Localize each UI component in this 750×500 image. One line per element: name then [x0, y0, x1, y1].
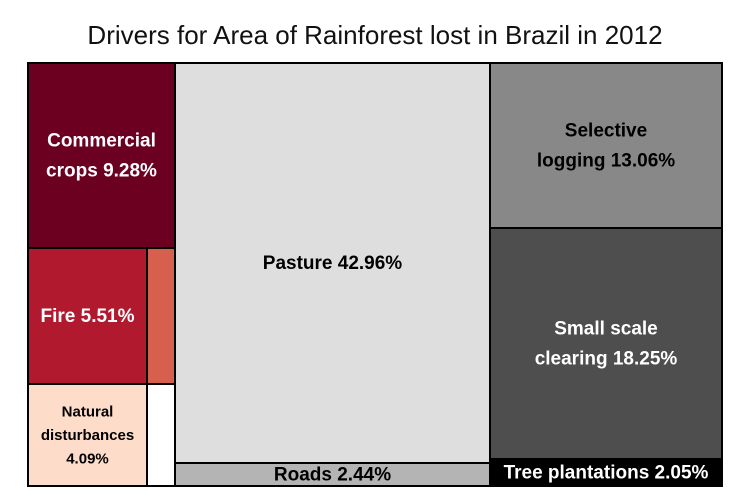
label-line: Roads 2.44%	[274, 464, 391, 485]
tile-pasture	[174, 62, 491, 464]
label-selective-logging: Selective logging 13.06%	[537, 120, 675, 171]
label-pasture: Pasture 42.96%	[263, 253, 403, 274]
label-line: Selective	[565, 120, 647, 141]
tile-fire	[27, 247, 148, 385]
label-line: crops 9.28%	[46, 160, 157, 181]
label-small-scale-clearing: Small scale clearing 18.25%	[535, 318, 678, 369]
label-commercial-crops: Commercial crops 9.28%	[46, 130, 157, 181]
label-fire: Fire 5.51%	[41, 306, 135, 327]
label-line: disturbances	[41, 427, 134, 444]
label-line: clearing 18.25%	[535, 348, 678, 369]
chart-title: Drivers for Area of Rainforest lost in B…	[87, 20, 663, 50]
label-roads: Roads 2.44%	[274, 464, 391, 485]
label-line: Small scale	[554, 318, 658, 339]
tile-natural-disturbances	[27, 383, 148, 487]
tile-commercial-crops	[27, 62, 176, 249]
tile-unlabeled-2	[146, 383, 176, 487]
label-line: Pasture 42.96%	[263, 253, 403, 274]
label-line: Fire 5.51%	[41, 306, 135, 327]
tile-unlabeled-1	[146, 247, 176, 385]
label-line: 4.09%	[66, 450, 109, 467]
label-line: logging 13.06%	[537, 150, 675, 171]
tile-tree-plantations	[489, 458, 723, 487]
label-line: Commercial	[47, 130, 156, 151]
tile-selective-logging	[489, 62, 723, 229]
label-natural-disturbances: Natural disturbances 4.09%	[41, 403, 134, 467]
label-line: Tree plantations 2.05%	[504, 462, 709, 483]
label-tree-plantations: Tree plantations 2.05%	[504, 462, 709, 483]
tile-small-scale-clearing	[489, 227, 723, 460]
label-line: Natural	[62, 403, 114, 420]
